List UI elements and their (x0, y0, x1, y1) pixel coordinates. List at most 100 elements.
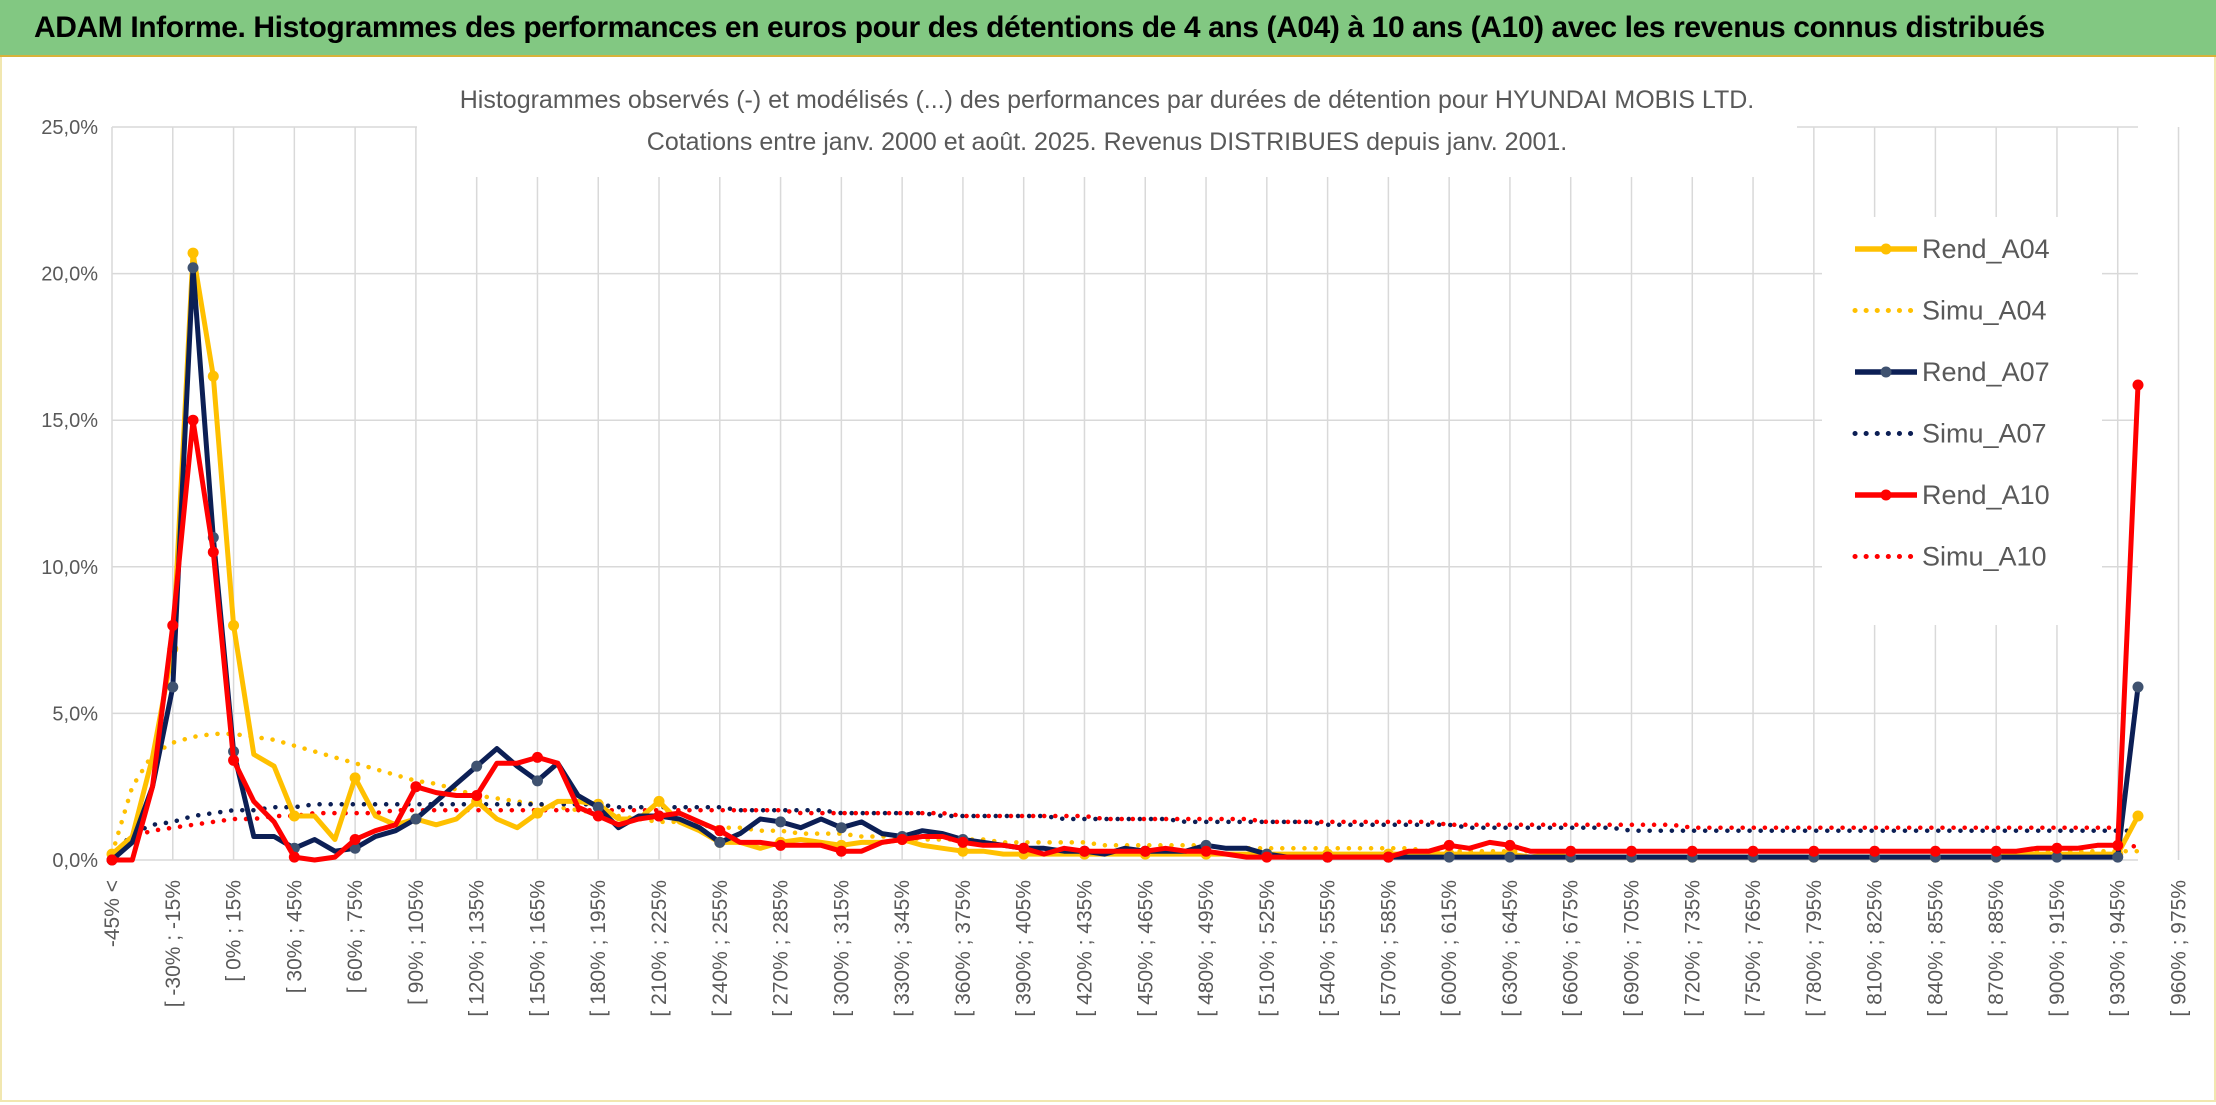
chart-frame: 0,0% 5,0% 10,0% 15,0% 20,0% 25,0% -45% < [ -30… (0, 57, 2216, 1102)
data-point-Rend_A07 (471, 760, 483, 772)
data-point-Rend_A10 (653, 810, 665, 822)
x-tick-label: [ 810% ; 825% (1864, 880, 1887, 1017)
x-tick-label: -45% < (101, 880, 124, 947)
data-point-Rend_A04 (187, 247, 199, 259)
data-point-Rend_A07 (714, 836, 726, 848)
data-point-Rend_A10 (835, 845, 847, 857)
data-point-Rend_A10 (592, 810, 604, 822)
x-tick-label: [ 450% ; 465% (1134, 880, 1157, 1017)
x-tick-label: [ 270% ; 285% (770, 880, 793, 1017)
x-tick-label: [ 750% ; 765% (1742, 880, 1765, 1017)
data-point-Rend_A07 (167, 681, 179, 693)
report-header: ADAM Informe. Histogrammes des performan… (0, 0, 2216, 57)
x-tick-label: [ 150% ; 165% (526, 880, 549, 1017)
x-tick-label: [ 570% ; 585% (1377, 880, 1400, 1017)
data-point-Rend_A10 (1443, 839, 1455, 851)
data-point-Rend_A10 (1747, 845, 1759, 857)
data-point-Rend_A10 (349, 833, 361, 845)
chart-title: Histogrammes observés (-) et modélisés (… (460, 86, 1754, 114)
data-point-Rend_A07 (349, 842, 361, 854)
data-point-Rend_A10 (1078, 845, 1090, 857)
data-point-Rend_A04 (531, 807, 543, 819)
series-line-Rend_A07 (109, 265, 2141, 863)
data-point-Rend_A10 (896, 833, 908, 845)
data-point-Rend_A10 (1139, 845, 1151, 857)
data-point-Rend_A07 (187, 262, 199, 274)
legend-label-Simu_A10: Simu_A10 (1922, 542, 2047, 572)
histogram-chart: 0,0% 5,0% 10,0% 15,0% 20,0% 25,0% -45% < [ -30… (41, 77, 2191, 1017)
x-tick-label: [ 660% ; 675% (1560, 880, 1583, 1017)
legend-marker-Rend_A04 (1880, 243, 1892, 255)
data-point-Rend_A10 (1018, 842, 1030, 854)
legend-label-Rend_A10: Rend_A10 (1922, 480, 2050, 510)
data-point-Rend_A04 (349, 772, 361, 784)
legend-marker-Rend_A10 (1880, 489, 1892, 501)
data-point-Rend_A10 (957, 836, 969, 848)
data-point-Rend_A10 (2112, 839, 2124, 851)
x-tick-label: [ 960% ; 975% (2168, 880, 2191, 1017)
data-point-Rend_A07 (775, 816, 787, 828)
data-point-Rend_A10 (1382, 851, 1394, 863)
x-tick-label: [ 840% ; 855% (1924, 880, 1947, 1017)
data-point-Rend_A10 (410, 781, 422, 793)
data-point-Rend_A10 (1200, 845, 1212, 857)
data-point-Rend_A10 (1322, 851, 1334, 863)
legend-background (1822, 217, 2102, 625)
chart-subtitle: Cotations entre janv. 2000 et août. 2025… (647, 128, 1567, 156)
data-point-Rend_A10 (228, 754, 240, 766)
x-tick-label: [ 30% ; 45% (283, 880, 306, 993)
data-point-Rend_A10 (531, 751, 543, 763)
x-tick-label: [ 0% ; 15% (223, 880, 246, 982)
x-tick-label: [ 300% ; 315% (830, 880, 853, 1017)
title-background (417, 77, 1797, 177)
series-line-Simu_A10 (109, 807, 2141, 860)
x-tick-label: [ 930% ; 945% (2107, 880, 2130, 1017)
data-point-Rend_A10 (714, 825, 726, 837)
x-tick-label: [ 780% ; 795% (1803, 880, 1826, 1017)
legend-label-Simu_A07: Simu_A07 (1922, 419, 2047, 449)
y-tick-label: 5,0% (52, 703, 98, 725)
data-point-Rend_A10 (775, 839, 787, 851)
x-tick-label: [ 360% ; 375% (952, 880, 975, 1017)
data-point-Rend_A07 (1504, 851, 1516, 863)
data-point-Rend_A04 (288, 810, 300, 822)
series-line-Simu_A04 (109, 731, 2141, 857)
x-tick-label: [ 630% ; 645% (1499, 880, 1522, 1017)
data-point-Rend_A07 (2132, 681, 2144, 693)
data-point-Rend_A10 (167, 619, 179, 631)
data-point-Rend_A10 (1929, 845, 1941, 857)
data-point-Rend_A04 (957, 845, 969, 857)
data-point-Rend_A04 (207, 370, 219, 382)
legend-marker-Rend_A07 (1880, 366, 1892, 378)
data-point-Rend_A07 (592, 801, 604, 813)
x-tick-label: [ 240% ; 255% (709, 880, 732, 1017)
data-point-Rend_A10 (207, 546, 219, 558)
y-axis: 0,0% 5,0% 10,0% 15,0% 20,0% 25,0% (41, 117, 98, 872)
data-point-Rend_A10 (1261, 851, 1273, 863)
legend-label-Rend_A07: Rend_A07 (1922, 357, 2050, 387)
data-point-Rend_A10 (1504, 839, 1516, 851)
data-point-Rend_A10 (187, 414, 199, 426)
x-tick-label: [ 480% ; 495% (1195, 880, 1218, 1017)
data-point-Rend_A10 (288, 851, 300, 863)
data-point-Rend_A07 (1443, 851, 1455, 863)
data-point-Rend_A10 (1626, 845, 1637, 857)
data-point-Rend_A10 (1565, 845, 1577, 857)
data-point-Rend_A10 (106, 854, 118, 866)
data-point-Rend_A10 (2051, 842, 2063, 854)
x-tick-label: [ 600% ; 615% (1438, 880, 1461, 1017)
y-tick-label: 25,0% (41, 117, 98, 139)
x-tick-label: [ 870% ; 885% (1985, 880, 2008, 1017)
data-point-Rend_A10 (2132, 379, 2144, 391)
data-point-Rend_A04 (2132, 810, 2144, 822)
y-tick-label: 15,0% (41, 410, 98, 432)
x-tick-label: [ 720% ; 735% (1681, 880, 1704, 1017)
x-tick-label: [ 900% ; 915% (2046, 880, 2069, 1017)
x-tick-label: [ 390% ; 405% (1013, 880, 1036, 1017)
data-point-Rend_A07 (835, 822, 847, 834)
legend-label-Simu_A04: Simu_A04 (1922, 296, 2047, 326)
y-tick-label: 10,0% (41, 557, 98, 579)
data-point-Rend_A04 (653, 795, 665, 807)
series-layer (106, 247, 2144, 866)
y-tick-label: 0,0% (52, 850, 98, 872)
